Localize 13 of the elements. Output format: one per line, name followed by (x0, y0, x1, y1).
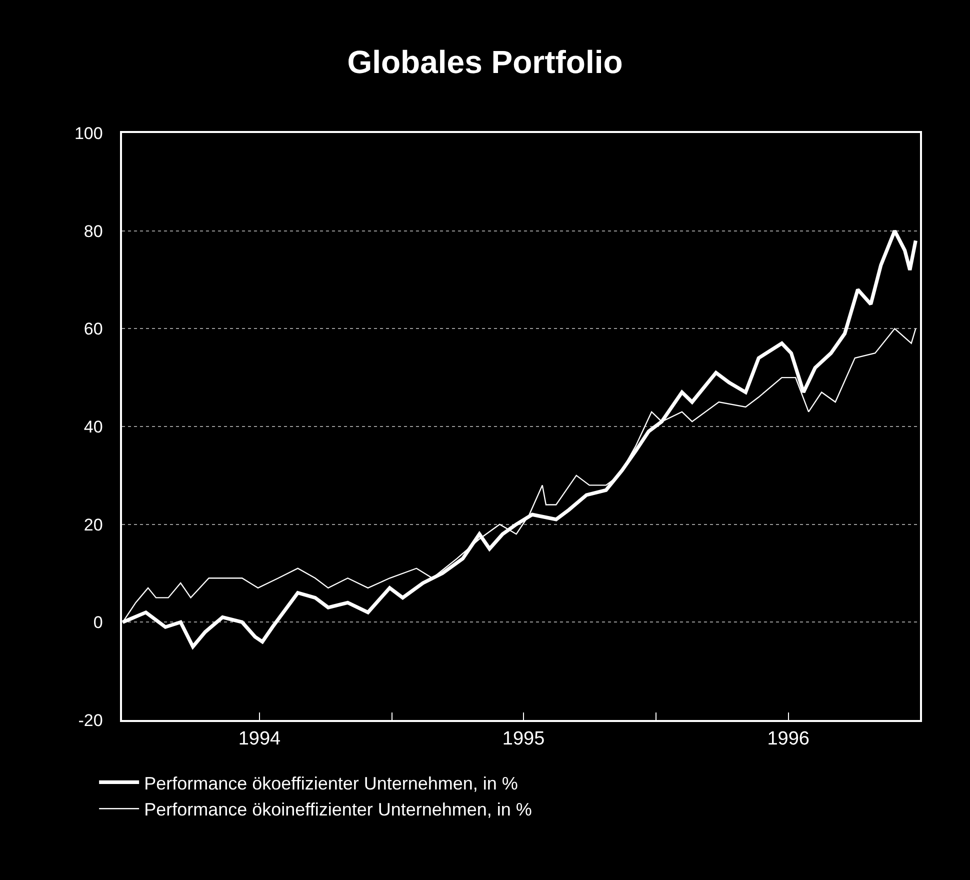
y-tick-label: 60 (84, 320, 103, 339)
x-tick-label: 1996 (767, 728, 810, 750)
y-tick-label: 100 (74, 124, 103, 143)
x-tick-label: 1995 (502, 728, 545, 750)
chart-title: Globales Portfolio (347, 44, 623, 80)
legend-label: Performance ökoineffizienter Unternehmen, in % (144, 800, 532, 820)
y-tick-label: 20 (84, 515, 103, 534)
y-tick-label: 80 (84, 222, 103, 241)
y-tick-label: 40 (84, 417, 103, 436)
legend-label: Performance ökoeffizienter Unternehmen, in % (144, 773, 518, 794)
x-tick-label: 1994 (238, 728, 282, 750)
y-tick-label: -20 (78, 710, 103, 730)
y-tick-label: 0 (93, 613, 103, 632)
